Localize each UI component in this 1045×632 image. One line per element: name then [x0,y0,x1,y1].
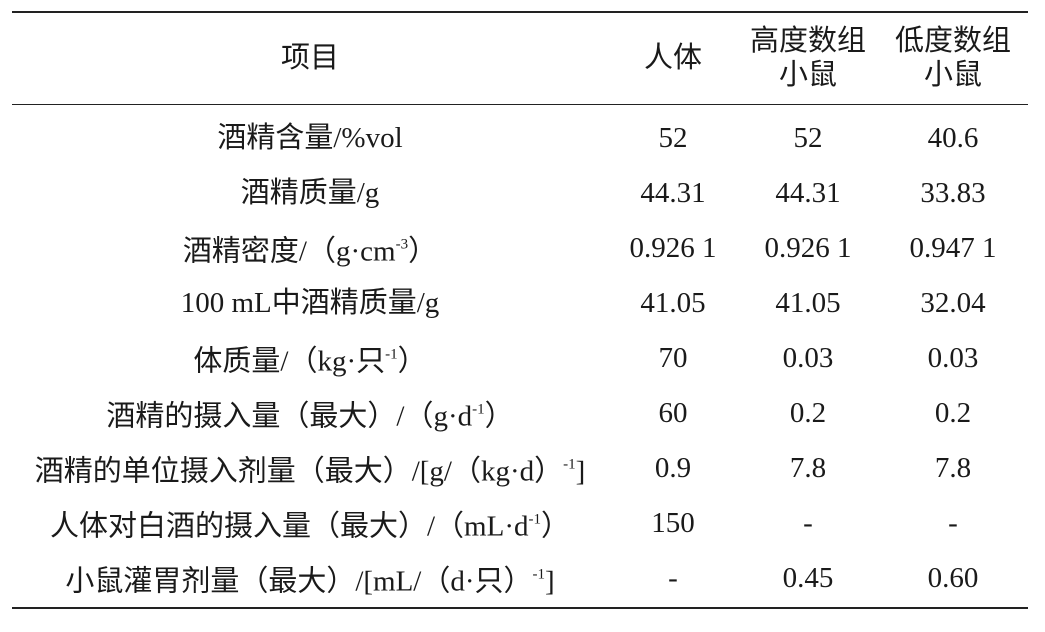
superscript: -1 [532,566,546,583]
row-label: 酒精的单位摄入剂量（最大）/[g/（kg·d）-1] [35,448,586,489]
value-cell: 7.8 [789,452,827,484]
top-rule [12,11,1028,13]
value-cell: - [803,507,813,539]
label-text: 酒精质量/g [240,177,380,209]
value-cell: - [948,507,958,539]
value-cell: 0.03 [782,342,834,374]
value-cell: 0.2 [934,397,972,429]
superscript: -1 [472,401,485,418]
superscript: -1 [563,456,576,473]
superscript: -1 [528,511,541,528]
label-text: ） [408,235,438,268]
label-text: ） [540,510,571,543]
value-cell: 0.947 1 [909,232,997,264]
label-text: ] [545,565,555,598]
label-text: 小鼠灌胃剂量（最大）/[mL/（d·只） [65,565,533,598]
row-label: 酒精含量/%vol [217,121,402,155]
label-text: 酒精含量/%vol [217,122,403,154]
header-line: 人体 [643,42,703,74]
header-cell: 人体 [644,41,702,75]
label-text: 酒精密度/（g·cm [182,235,396,268]
superscript: -1 [385,346,398,363]
bottom-rule [12,607,1028,609]
value-cell: 150 [651,507,695,539]
label-text: 100 mL中酒精质量/g [180,287,440,319]
label-text: ） [397,345,427,378]
value-cell: 60 [658,397,688,429]
value-cell: 70 [658,342,688,374]
header-rule [12,104,1028,105]
row-label: 酒精质量/g [241,176,380,210]
value-cell: 40.6 [927,122,979,154]
value-cell: 7.8 [934,452,972,484]
value-cell: 0.9 [654,452,692,484]
label-text: ） [484,400,514,433]
value-cell: 0.60 [927,562,979,594]
row-label: 小鼠灌胃剂量（最大）/[mL/（d·只）-1] [65,558,554,599]
header-cell: 低度数组 小鼠 [895,24,1011,92]
row-label: 体质量/（kg·只-1） [193,338,426,379]
label-text: 人体对白酒的摄入量（最大）/（mL·d [49,510,529,543]
header-line: 小鼠 [778,59,838,91]
row-label: 人体对白酒的摄入量（最大）/（mL·d-1） [50,503,570,544]
header-line: 低度数组 [894,25,1012,57]
superscript: -3 [395,236,409,253]
header-cell: 项目 [281,41,339,75]
value-cell: 52 [793,122,823,154]
value-cell: 0.2 [789,397,827,429]
header-cell: 高度数组 小鼠 [750,24,866,92]
value-cell: 0.45 [782,562,834,594]
label-text: 酒精的摄入量（最大）/（g·d [106,400,473,433]
label-text: 体质量/（kg·只 [193,345,386,378]
value-cell: 52 [658,122,688,154]
label-text: ] [575,455,586,488]
value-cell: 44.31 [775,177,841,209]
value-cell: 0.926 1 [764,232,852,264]
row-label: 酒精的摄入量（最大）/（g·d-1） [106,393,513,434]
value-cell: 44.31 [640,177,706,209]
header-line: 项目 [280,42,340,74]
value-cell: 32.04 [920,287,986,319]
value-cell: 41.05 [640,287,706,319]
label-text: 酒精的单位摄入剂量（最大）/[g/（kg·d） [34,455,564,488]
header-line: 小鼠 [923,59,983,91]
value-cell: - [668,562,678,594]
value-cell: 33.83 [920,177,986,209]
value-cell: 0.03 [927,342,979,374]
row-label: 酒精密度/（g·cm-3） [183,228,437,269]
header-line: 高度数组 [749,25,867,57]
value-cell: 41.05 [775,287,841,319]
row-label: 100 mL中酒精质量/g [181,286,440,320]
value-cell: 0.926 1 [629,232,717,264]
